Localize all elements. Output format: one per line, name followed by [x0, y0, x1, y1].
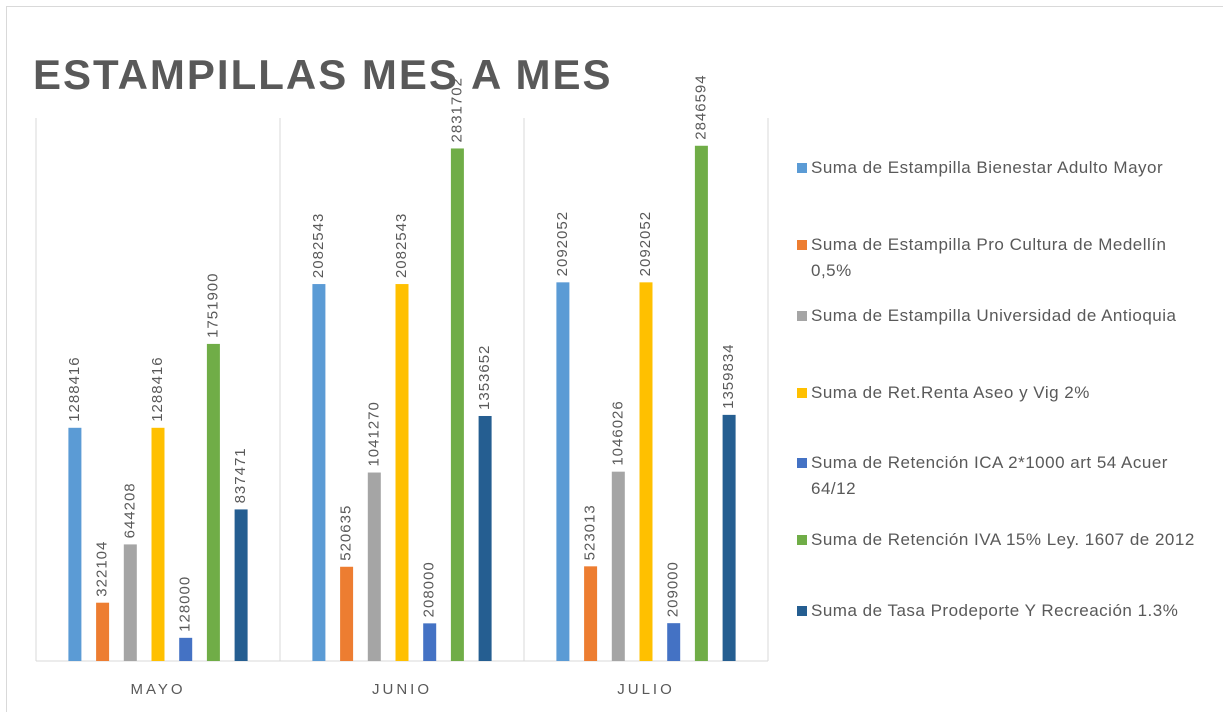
data-label: 1288416	[66, 356, 83, 421]
bar	[611, 471, 625, 661]
data-label: 209000	[665, 561, 682, 617]
bar	[639, 282, 653, 661]
data-label: 128000	[177, 576, 194, 632]
data-label: 644208	[121, 482, 138, 538]
legend-swatch	[797, 606, 807, 616]
data-label: 2092052	[554, 211, 571, 276]
legend-item: Suma de Estampilla Universidad de Antioq…	[797, 303, 1197, 329]
legend-swatch	[797, 535, 807, 545]
legend-item: Suma de Tasa Prodeporte Y Recreación 1.3…	[797, 598, 1197, 624]
x-tick-label: MAYO	[130, 681, 185, 698]
legend-item: Suma de Ret.Renta Aseo y Vig 2%	[797, 380, 1197, 406]
data-label: 208000	[421, 561, 438, 617]
bar	[556, 282, 570, 661]
data-label: 322104	[94, 541, 111, 597]
data-label: 1288416	[149, 356, 166, 421]
legend-label: Suma de Ret.Renta Aseo y Vig 2%	[811, 383, 1090, 402]
data-label: 1046026	[609, 400, 626, 465]
legend-swatch	[797, 240, 807, 250]
bar	[478, 415, 492, 661]
legend-label: Suma de Estampilla Universidad de Antioq…	[811, 306, 1177, 325]
bar	[694, 145, 708, 661]
data-label: 2092052	[637, 211, 654, 276]
bar	[179, 637, 193, 661]
bar	[667, 623, 681, 661]
data-label: 1041270	[365, 401, 382, 466]
legend-item: Suma de Retención ICA 2*1000 art 54 Acue…	[797, 450, 1197, 502]
bar	[584, 566, 598, 661]
bar	[96, 602, 110, 661]
bar	[151, 427, 165, 661]
legend-item: Suma de Estampilla Pro Cultura de Medell…	[797, 232, 1197, 284]
legend-item: Suma de Estampilla Bienestar Adulto Mayo…	[797, 155, 1197, 181]
data-label: 1359834	[720, 343, 737, 408]
bar	[340, 566, 354, 661]
data-label: 2846594	[692, 74, 709, 139]
legend-label: Suma de Tasa Prodeporte Y Recreación 1.3…	[811, 601, 1179, 620]
chart-title: ESTAMPILLAS MES A MES	[33, 51, 612, 98]
legend-label: Suma de Retención IVA 15% Ley. 1607 de 2…	[811, 530, 1195, 549]
legend-label: Suma de Retención ICA 2*1000 art 54 Acue…	[811, 453, 1168, 498]
data-label: 2082543	[310, 213, 327, 278]
legend-swatch	[797, 163, 807, 173]
data-label: 2831702	[448, 77, 465, 142]
data-label: 1751900	[204, 272, 221, 337]
chart-border	[6, 6, 1223, 712]
bar	[312, 284, 326, 661]
data-label: 2082543	[393, 213, 410, 278]
x-tick-label: JULIO	[617, 681, 675, 698]
bar	[206, 343, 220, 661]
data-label: 837471	[232, 447, 249, 503]
data-label: 520635	[338, 505, 355, 561]
bar	[123, 544, 137, 661]
bar	[722, 414, 736, 661]
legend-label: Suma de Estampilla Bienestar Adulto Mayo…	[811, 158, 1164, 177]
bar	[367, 472, 381, 661]
x-tick-label: JUNIO	[372, 681, 432, 698]
bar	[234, 509, 248, 661]
legend-label: Suma de Estampilla Pro Cultura de Medell…	[811, 235, 1167, 280]
legend-swatch	[797, 311, 807, 321]
bar	[423, 623, 437, 661]
legend-swatch	[797, 458, 807, 468]
legend-item: Suma de Retención IVA 15% Ley. 1607 de 2…	[797, 527, 1197, 553]
legend-swatch	[797, 388, 807, 398]
data-label: 1353652	[476, 345, 493, 410]
bar	[395, 284, 409, 661]
data-label: 523013	[582, 504, 599, 560]
bar	[68, 427, 82, 661]
bar	[450, 148, 464, 662]
